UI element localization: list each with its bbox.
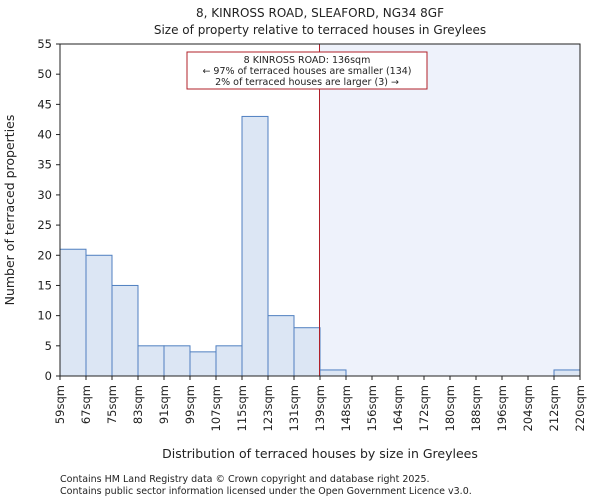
x-axis-ticks: 59sqm 67sqm 75sqm 83sqm 91sqm 99sqm 107sqm 115s… bbox=[53, 376, 587, 431]
y-tick-label: 15 bbox=[37, 278, 52, 292]
bar-107sqm bbox=[215, 345, 243, 377]
y-axis-label: Number of terraced properties bbox=[2, 115, 17, 306]
x-tick-label: 75sqm bbox=[105, 385, 119, 424]
x-axis-label: Distribution of terraced houses by size … bbox=[162, 446, 478, 461]
x-tick-label: 188sqm bbox=[469, 385, 483, 431]
y-tick-label: 45 bbox=[37, 97, 52, 111]
chart-subtitle: Size of property relative to terraced ho… bbox=[154, 23, 486, 37]
y-tick-label: 5 bbox=[45, 339, 52, 353]
annotation-box bbox=[186, 51, 428, 90]
y-tick-label: 35 bbox=[37, 158, 52, 172]
bar-75sqm bbox=[111, 284, 139, 377]
x-tick-label: 164sqm bbox=[391, 385, 405, 431]
annotation-line-1: 8 KINROSS ROAD: 136sqm bbox=[244, 55, 371, 66]
y-tick-label: 25 bbox=[37, 218, 52, 232]
y-tick-label: 40 bbox=[37, 128, 52, 142]
bar-59sqm bbox=[59, 248, 87, 377]
x-tick-label: 139sqm bbox=[313, 385, 327, 431]
annotation-line-2: ← 97% of terraced houses are smaller (13… bbox=[202, 66, 411, 77]
x-tick-label: 123sqm bbox=[261, 385, 275, 431]
x-tick-label: 91sqm bbox=[157, 385, 171, 424]
highlight-region bbox=[319, 44, 580, 376]
bar-67sqm bbox=[85, 254, 113, 377]
x-tick-label: 115sqm bbox=[235, 385, 249, 431]
y-tick-label: 55 bbox=[37, 37, 52, 51]
x-tick-label: 204sqm bbox=[521, 385, 535, 431]
bar-83sqm bbox=[137, 345, 165, 377]
x-tick-label: 212sqm bbox=[547, 385, 561, 431]
x-tick-label: 67sqm bbox=[79, 385, 93, 424]
bar-212sqm bbox=[553, 369, 581, 377]
bar-139sqm bbox=[319, 369, 347, 377]
bar-131sqm bbox=[293, 327, 321, 377]
x-tick-label: 156sqm bbox=[365, 385, 379, 431]
y-tick-label: 50 bbox=[37, 67, 52, 81]
x-tick-label: 172sqm bbox=[417, 385, 431, 431]
x-tick-label: 107sqm bbox=[209, 385, 223, 431]
chart-title: 8, KINROSS ROAD, SLEAFORD, NG34 8GF bbox=[196, 6, 444, 20]
y-tick-label: 10 bbox=[37, 309, 52, 323]
footer-line-2: Contains public sector information licen… bbox=[60, 486, 472, 497]
bar-91sqm bbox=[163, 345, 191, 377]
histogram-bars bbox=[59, 115, 581, 377]
x-tick-label: 83sqm bbox=[131, 385, 145, 424]
x-tick-label: 196sqm bbox=[495, 385, 509, 431]
x-tick-label: 220sqm bbox=[573, 385, 587, 431]
larger-properties-region bbox=[319, 44, 580, 376]
x-tick-label: 99sqm bbox=[183, 385, 197, 424]
x-tick-label: 180sqm bbox=[443, 385, 457, 431]
y-tick-label: 0 bbox=[45, 369, 52, 383]
y-tick-label: 20 bbox=[37, 248, 52, 262]
x-tick-label: 131sqm bbox=[287, 385, 301, 431]
footer-line-1: Contains HM Land Registry data © Crown c… bbox=[60, 474, 430, 485]
x-tick-label: 148sqm bbox=[339, 385, 353, 431]
annotation-line-3: 2% of terraced houses are larger (3) → bbox=[215, 77, 399, 88]
bar-99sqm bbox=[189, 351, 217, 377]
property-annotation: 8 KINROSS ROAD: 136sqm ← 97% of terraced… bbox=[186, 51, 428, 90]
y-tick-label: 30 bbox=[37, 188, 52, 202]
x-tick-label: 59sqm bbox=[53, 385, 67, 424]
bar-115sqm bbox=[241, 115, 269, 377]
y-axis-ticks: 0 5 10 15 20 25 30 35 40 45 50 55 bbox=[37, 37, 60, 383]
bar-123sqm bbox=[267, 315, 295, 377]
